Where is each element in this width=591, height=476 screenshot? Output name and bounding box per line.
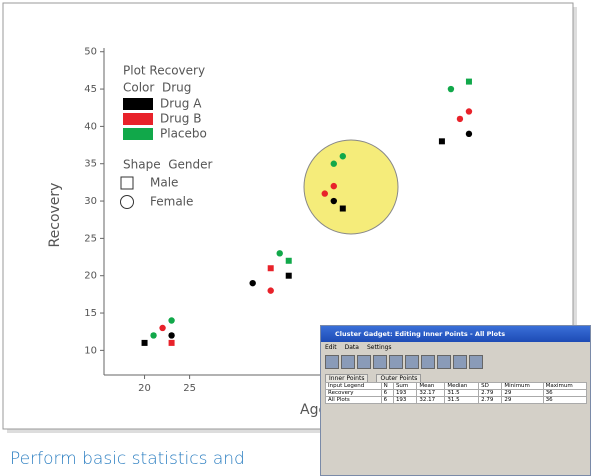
point [249, 279, 256, 287]
point [438, 138, 445, 145]
point [267, 265, 274, 272]
point [465, 130, 473, 138]
point [276, 250, 283, 257]
roi-highlight [303, 139, 399, 235]
y-tick-label: 35 [84, 159, 97, 170]
table-header: N [380, 382, 394, 390]
stats-table: Input Legend N Sum Mean Median SD Minimum Maxim… [325, 382, 588, 404]
legend-label: Placebo [160, 127, 207, 141]
legend-label: Drug B [160, 112, 201, 126]
table-cell: 29 [501, 396, 544, 404]
y-tick-label: 30 [84, 196, 97, 207]
x-tick-label: 25 [183, 383, 196, 394]
table-cell: 2.79 [478, 389, 503, 397]
point [159, 324, 166, 332]
point [465, 78, 472, 85]
legend-title: Plot Recovery [123, 64, 205, 78]
point [330, 182, 337, 190]
table-cell: 36 [542, 389, 588, 397]
table-cell: 193 [392, 396, 418, 404]
point [330, 160, 337, 167]
tabs: Inner Points Outer Points [321, 373, 590, 382]
legend-swatch [123, 128, 153, 140]
menu-item[interactable]: Edit [325, 344, 337, 351]
table-cell: 193 [392, 389, 418, 397]
point [285, 272, 292, 279]
x-tick-label: 20 [138, 383, 151, 394]
menu-item[interactable]: Data [344, 344, 359, 351]
table-header: Mean [416, 382, 446, 390]
table-header: Minimum [501, 382, 544, 390]
table-cell: 29 [501, 389, 544, 397]
y-tick-label: 40 [84, 121, 97, 132]
point [168, 317, 175, 324]
table-cell: 32.17 [416, 389, 446, 397]
point [150, 332, 157, 339]
point [141, 339, 148, 346]
legend-shape [120, 176, 134, 190]
table-header: SD [478, 382, 503, 390]
tab[interactable]: Inner Points [325, 374, 369, 382]
table-cell: Recovery [325, 389, 382, 397]
gadget-window: Cluster Gadget: Editing Inner Points - A… [320, 325, 591, 476]
menu-item[interactable]: Settings [366, 344, 392, 351]
table-header: Input Legend [325, 382, 382, 390]
point [456, 115, 464, 123]
caption: Perform basic statistics and [10, 449, 245, 469]
point [321, 190, 328, 197]
legend-shape-title: Shape Gender [123, 158, 212, 172]
point [267, 287, 274, 294]
table-cell: 31.5 [444, 389, 480, 397]
point [168, 332, 175, 339]
point [285, 257, 292, 264]
toolbar [325, 355, 586, 371]
y-tick-label: 50 [84, 47, 97, 58]
point [339, 153, 346, 160]
y-tick-label: 20 [84, 271, 97, 282]
y-axis-label: Recovery [47, 183, 63, 248]
table-row: All Plots 6 193 32.17 31.5 2.79 29 36 [325, 396, 588, 404]
table-cell: 36 [542, 396, 588, 404]
point [168, 339, 175, 346]
table-cell: All Plots [325, 396, 382, 404]
table-cell: 2.79 [478, 396, 503, 404]
legend-label: Female [150, 195, 193, 209]
table-cell: 6 [380, 396, 394, 404]
point [447, 85, 455, 93]
tab[interactable]: Outer Points [376, 374, 422, 382]
y-tick-label: 25 [84, 233, 97, 244]
table-cell: 32.17 [416, 396, 446, 404]
y-tick-label: 15 [84, 308, 97, 319]
table-cell: 31.5 [444, 396, 480, 404]
legend-color-title: Color Drug [123, 81, 191, 95]
y-tick-label: 10 [84, 345, 97, 356]
legend-swatch [123, 113, 153, 125]
legend-swatch [123, 98, 153, 110]
table-header: Median [444, 382, 480, 390]
point [339, 205, 346, 212]
table-cell: 6 [380, 389, 394, 397]
table-header: Maximum [542, 382, 588, 390]
window-title: Cluster Gadget: Editing Inner Points - A… [321, 326, 590, 342]
legend-label: Drug A [160, 97, 202, 111]
table-row: Recovery 6 193 32.17 31.5 2.79 29 36 [325, 389, 588, 397]
point [330, 197, 337, 205]
point [465, 108, 473, 115]
table-header: Sum [392, 382, 418, 390]
legend-label: Male [150, 176, 178, 190]
menu-bar: Edit Data Settings [321, 342, 590, 353]
legend-shape [120, 195, 134, 209]
y-tick-label: 45 [84, 84, 97, 95]
